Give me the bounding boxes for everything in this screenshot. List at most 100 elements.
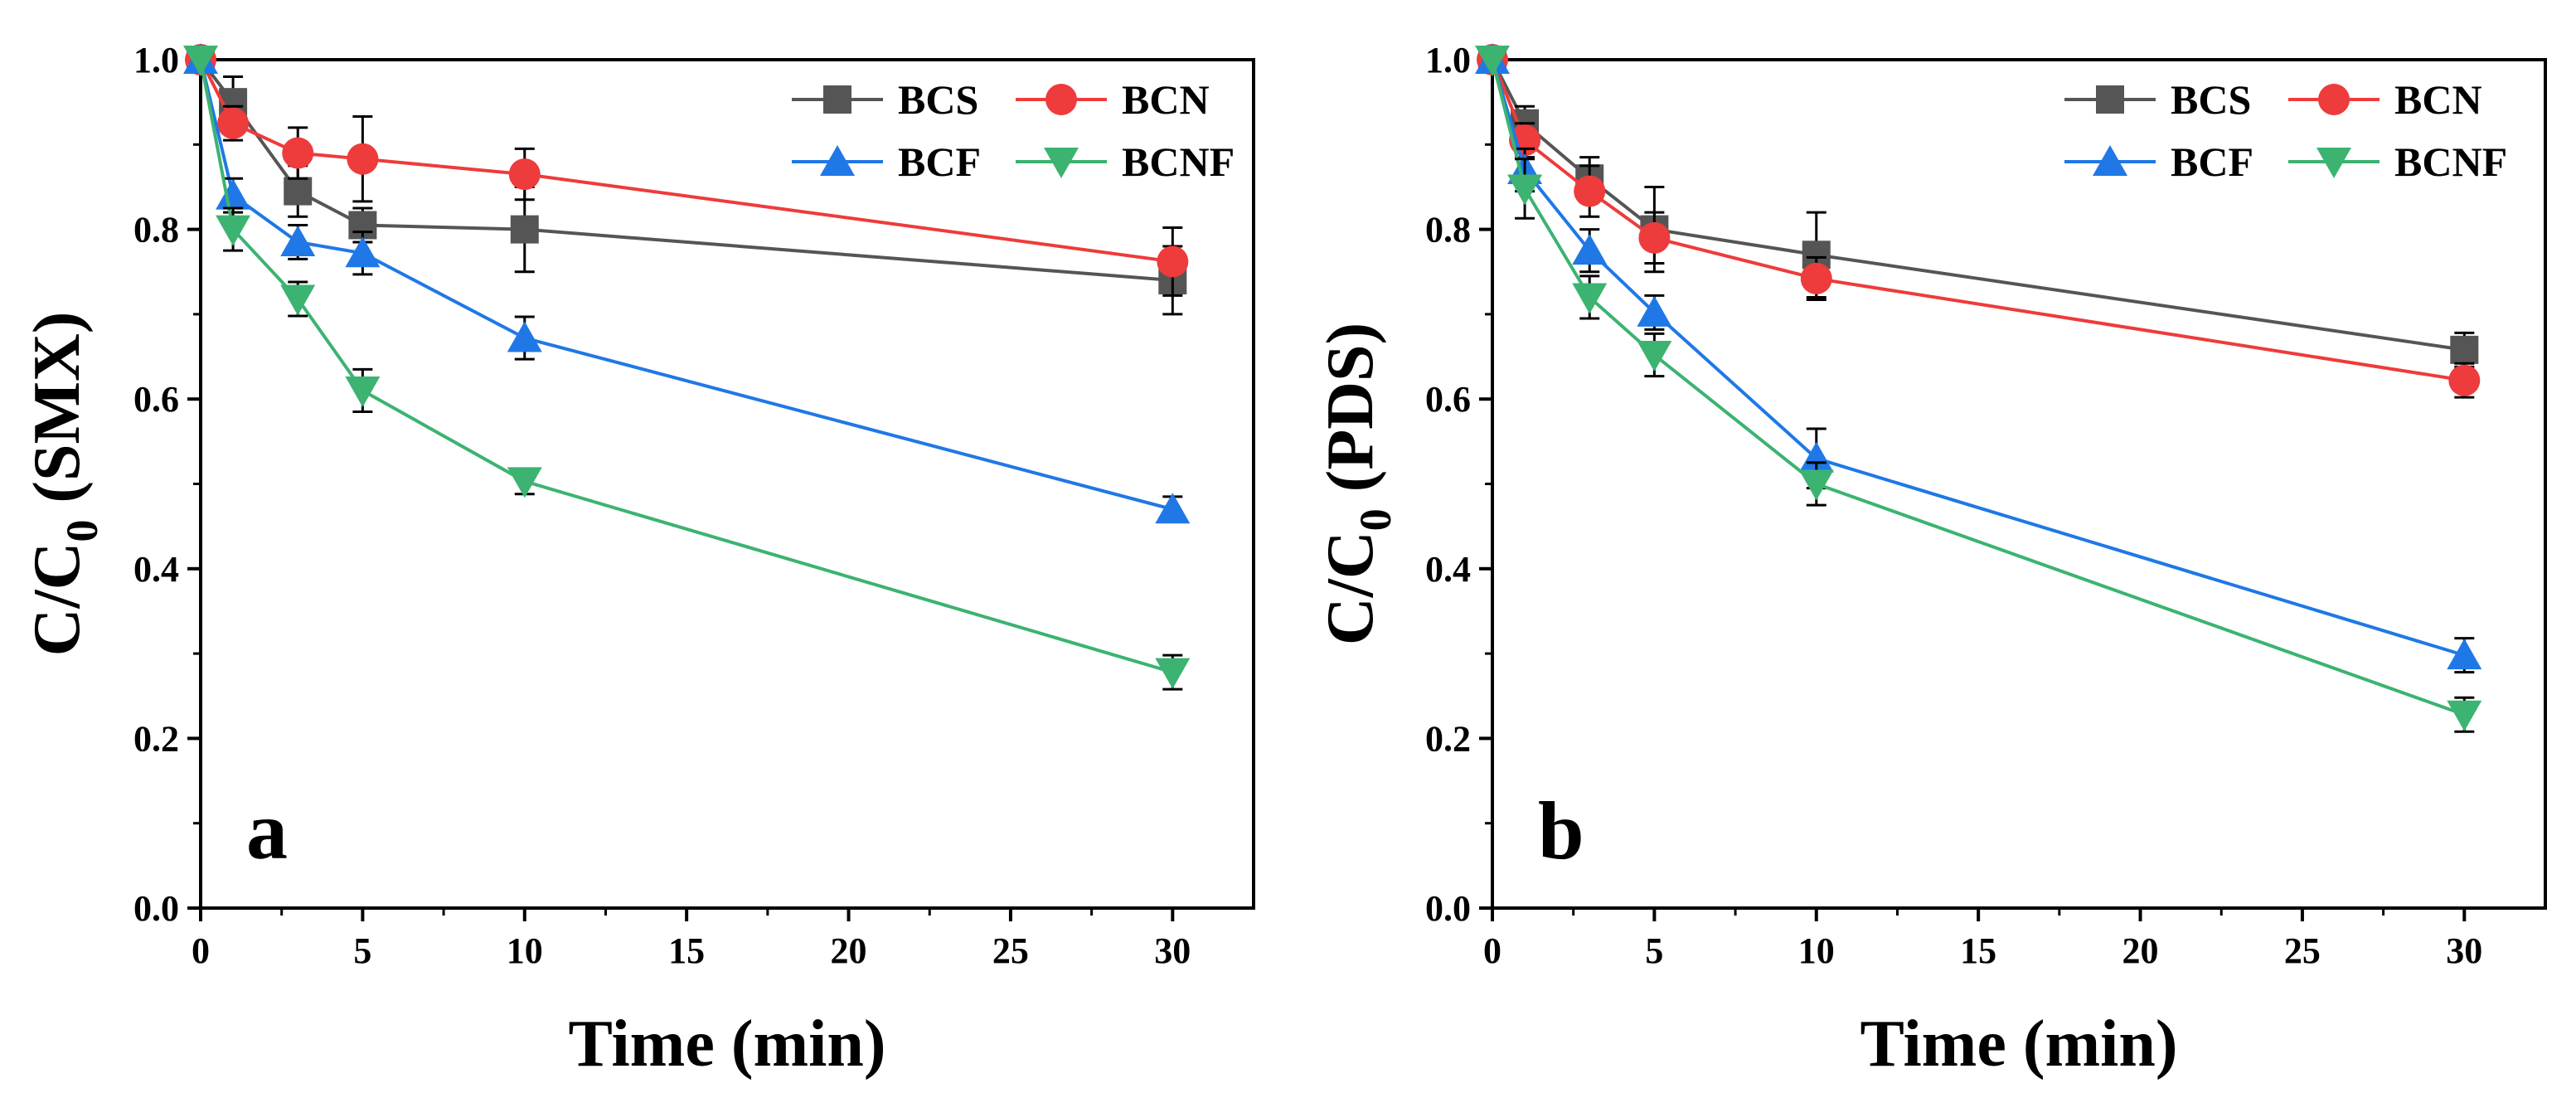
data-point: [510, 215, 539, 244]
panel-label: b: [1538, 785, 1584, 877]
x-tick-label: 0: [1483, 930, 1501, 971]
legend-marker: [2318, 84, 2350, 115]
data-point: [508, 158, 541, 191]
data-point: [282, 137, 314, 169]
legend-label: BCS: [898, 76, 978, 123]
series-bcnf: [183, 46, 1191, 691]
data-point: [280, 225, 316, 256]
y-tick-label: 0.0: [133, 888, 179, 929]
data-point: [1572, 283, 1608, 314]
data-point: [1798, 469, 1834, 501]
data-point: [216, 178, 251, 210]
y-axis-title-subscript: 0: [57, 520, 107, 542]
plot-frame: [199, 58, 1255, 910]
chart-panel-b: 0 5 10 15 20 25 30 0.0 0.2 0.4 0.6 0.8 1.0 Time (min)…: [1314, 40, 2547, 1081]
series-line: [1491, 59, 2465, 382]
y-axis-title-suffix: (SMX): [21, 312, 94, 520]
data-point: [1800, 262, 1832, 294]
y-tick-label: 0.4: [133, 549, 179, 590]
legend-label: BCF: [2171, 138, 2253, 185]
y-tick-label: 0.8: [133, 210, 179, 250]
data-point: [507, 321, 542, 352]
x-tick-label: 20: [831, 930, 867, 971]
y-tick-label: 0.0: [1425, 888, 1471, 929]
x-tick-label: 10: [507, 930, 543, 971]
data-point: [284, 177, 313, 206]
data-point: [1507, 174, 1543, 206]
x-tick-label: 5: [353, 930, 371, 971]
y-axis-title-main: C/C: [1314, 531, 1387, 645]
legend-marker: [820, 145, 855, 176]
x-tick-label: 30: [1154, 930, 1191, 971]
legend-label: BCN: [2394, 76, 2482, 123]
x-tick-label: 10: [1798, 930, 1835, 971]
legend-marker: [823, 85, 851, 114]
x-tick-label: 20: [2122, 930, 2159, 971]
y-tick-label: 0.2: [133, 718, 179, 759]
x-tick-label: 25: [2284, 930, 2321, 971]
data-point: [347, 143, 379, 175]
data-point: [1574, 175, 1606, 207]
y-tick-label: 1.0: [1425, 40, 1471, 80]
legend: BCS BCN BCF BCNF: [792, 76, 1235, 185]
y-axis-title-suffix: (PDS): [1314, 323, 1387, 508]
y-axis-title-subscript: 0: [1351, 508, 1400, 531]
y-tick-label: 0.6: [133, 379, 179, 420]
data-point: [1475, 46, 1510, 76]
y-tick-label: 1.0: [133, 40, 179, 80]
x-tick-label: 15: [1960, 930, 1996, 971]
x-tick-label: 5: [1645, 930, 1663, 971]
x-axis-title: Time (min): [569, 1008, 886, 1081]
data-point: [1637, 295, 1672, 327]
legend-label: BCNF: [2394, 138, 2507, 185]
panel-label: a: [246, 785, 288, 877]
data-point: [2447, 700, 2482, 731]
data-point: [1638, 221, 1671, 254]
series-bcn: [185, 44, 1189, 297]
legend-marker: [2316, 148, 2351, 178]
data-point: [507, 467, 542, 498]
legend: BCS BCN BCF BCNF: [2064, 76, 2507, 185]
series-line: [199, 58, 1173, 282]
data-point: [1157, 245, 1189, 278]
series-bcnf: [1475, 46, 2482, 733]
x-tick-label: 0: [192, 930, 210, 971]
data-point: [280, 284, 316, 316]
x-tick-label: 25: [992, 930, 1029, 971]
legend-marker: [2093, 145, 2127, 176]
legend-marker: [1045, 84, 1077, 115]
series-line: [1491, 59, 2465, 717]
x-axis-title: Time (min): [1860, 1008, 2178, 1081]
series-bcs: [187, 46, 1187, 316]
data-point: [217, 107, 250, 139]
series-line: [1491, 59, 2465, 352]
data-point: [345, 236, 381, 268]
data-point: [1637, 341, 1672, 372]
legend-label: BCN: [1122, 76, 1210, 123]
data-point: [183, 46, 218, 76]
chart-panel-a: 0 5 10 15 20 25 30 0.0 0.2 0.4 0.6 0.8 1.0 Time (min)…: [21, 40, 1255, 1081]
series-bcf: [183, 43, 1191, 524]
data-point: [2447, 639, 2482, 670]
data-point: [1155, 658, 1191, 689]
x-tick-label: 15: [668, 930, 705, 971]
y-tick-label: 0.4: [1425, 549, 1471, 590]
legend-marker: [1044, 148, 1079, 178]
data-point: [2448, 364, 2481, 396]
series-line: [1491, 59, 2465, 658]
y-axis-title: C/C0 (PDS): [1314, 323, 1400, 645]
legend-label: BCNF: [1122, 138, 1235, 185]
y-tick-label: 0.2: [1425, 718, 1471, 759]
data-point: [1572, 234, 1608, 265]
data-point: [345, 376, 381, 407]
data-point: [1155, 493, 1191, 524]
y-tick-label: 0.6: [1425, 379, 1471, 420]
series-line: [199, 59, 1173, 512]
x-tick-label: 30: [2446, 930, 2482, 971]
y-axis-title-main: C/C: [21, 542, 94, 657]
series-bcf: [1475, 43, 2482, 674]
series-line: [199, 59, 1173, 674]
data-point: [216, 215, 251, 246]
y-axis-title: C/C0 (SMX): [21, 312, 107, 657]
